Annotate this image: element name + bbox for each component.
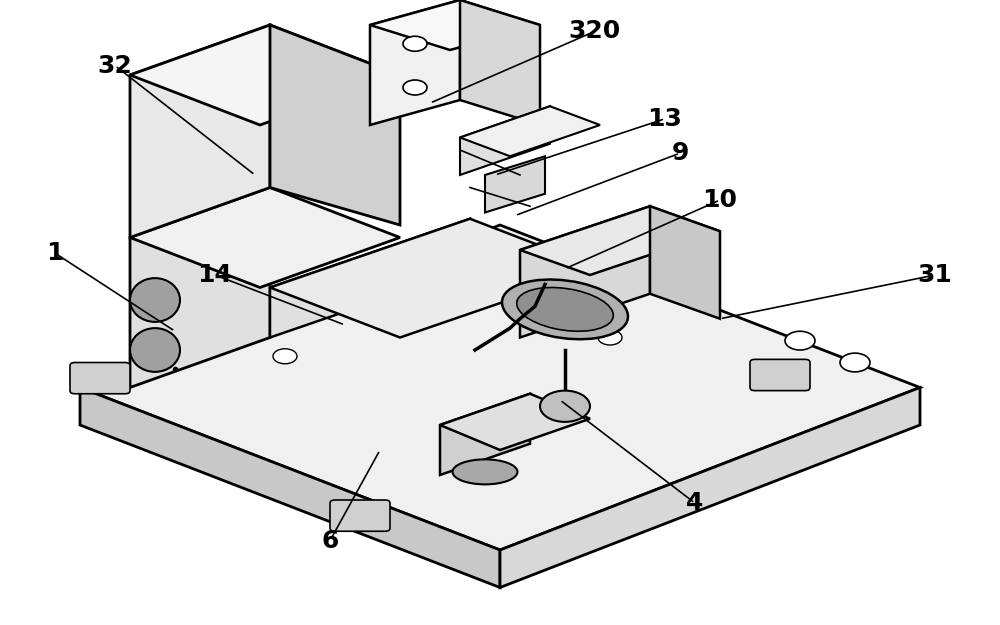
Polygon shape (650, 206, 720, 319)
Ellipse shape (452, 459, 518, 484)
Text: 14: 14 (198, 263, 232, 287)
Ellipse shape (517, 288, 613, 331)
Polygon shape (270, 219, 600, 338)
Polygon shape (270, 219, 470, 338)
Polygon shape (460, 106, 600, 156)
Ellipse shape (502, 279, 628, 339)
Polygon shape (520, 206, 720, 275)
Circle shape (598, 330, 622, 345)
FancyBboxPatch shape (330, 500, 390, 531)
Circle shape (468, 461, 492, 476)
Text: 31: 31 (918, 263, 952, 287)
Polygon shape (460, 0, 540, 125)
Polygon shape (270, 25, 400, 225)
Polygon shape (80, 225, 920, 550)
Text: 320: 320 (569, 19, 621, 43)
Circle shape (403, 36, 427, 51)
Polygon shape (370, 0, 460, 125)
Text: 1: 1 (46, 241, 64, 265)
Polygon shape (130, 188, 400, 288)
Polygon shape (485, 156, 545, 212)
FancyBboxPatch shape (750, 359, 810, 391)
Text: 6: 6 (321, 529, 339, 552)
Text: 32: 32 (98, 54, 132, 78)
FancyBboxPatch shape (70, 362, 130, 394)
Text: 4: 4 (686, 491, 704, 515)
Circle shape (840, 353, 870, 372)
Polygon shape (520, 206, 650, 338)
Polygon shape (370, 0, 540, 50)
Polygon shape (130, 25, 400, 125)
Text: 13: 13 (648, 107, 682, 131)
Polygon shape (80, 388, 500, 588)
Ellipse shape (130, 278, 180, 322)
Text: 10: 10 (702, 188, 738, 212)
Polygon shape (440, 394, 530, 475)
Circle shape (273, 349, 297, 364)
Polygon shape (500, 388, 920, 588)
Polygon shape (130, 188, 270, 388)
Circle shape (403, 80, 427, 95)
Ellipse shape (130, 328, 180, 372)
Circle shape (785, 331, 815, 350)
Polygon shape (440, 394, 590, 450)
Circle shape (540, 391, 590, 422)
Polygon shape (130, 25, 270, 238)
Polygon shape (460, 106, 550, 175)
Text: 9: 9 (671, 141, 689, 165)
